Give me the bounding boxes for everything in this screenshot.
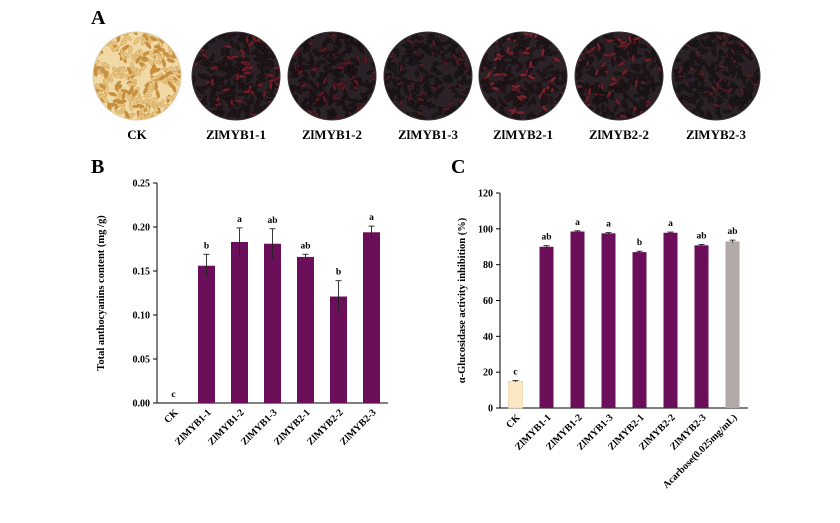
y-tick-label: 0.00 [133,399,151,410]
significance-label: a [606,220,611,230]
bar [694,245,709,408]
y-tick-label: 60 [483,296,493,307]
significance-label: ab [300,241,310,251]
significance-label: b [336,268,341,278]
bar [601,233,616,408]
seed-label: ZlMYB1-2 [302,127,362,142]
seed-label: CK [127,127,147,142]
seed-label: ZlMYB1-1 [206,127,266,142]
y-tick-label: 0.15 [133,267,151,278]
y-tick-label: 40 [483,332,493,343]
significance-label: c [513,368,517,378]
bar [264,243,281,403]
y-tick-label: 0.10 [133,311,151,322]
bar [632,252,647,408]
y-tick-label: 100 [478,224,493,235]
y-tick-label: 120 [478,189,493,200]
anthocyanin-chart: 0.00 0.05 0.10 0.15 0.20 0.25 Total anthocyani… [96,179,388,448]
bar [363,232,380,403]
seed-sample: ZlMYB2-1 [478,31,568,142]
significance-label: a [668,219,673,229]
x-tick-label: ZlMYB2-3 [338,407,378,447]
significance-label: ab [267,216,277,226]
panel-b-letter: B [91,156,104,178]
significance-label: b [637,238,642,248]
seed-label: ZlMYB1-3 [398,127,458,142]
significance-label: ab [696,231,706,241]
y-tick-label: 0.05 [133,355,151,366]
y-tick-label: 80 [483,260,493,271]
significance-label: a [237,215,242,225]
bar [330,296,347,403]
x-tick-label: CK [504,412,523,431]
seed-label: ZlMYB2-1 [493,127,553,142]
seed-sample: ZlMYB1-3 [383,31,473,142]
significance-label: a [369,213,374,223]
seed-sample: ZlMYB1-2 [287,31,377,142]
significance-label: c [171,390,175,400]
y-tick-label: 0.20 [133,223,151,234]
x-tick-label: CK [162,407,181,426]
seed-sample: ZlMYB2-3 [671,31,761,142]
glucosidase-chart: 0 20 40 60 80 100 120 α-Glucosidase activity in… [457,189,748,491]
significance-label: b [204,241,209,251]
bar [663,232,678,408]
bar [539,246,554,408]
panel-c-letter: C [451,156,465,178]
y-axis-title: Total anthocyanins content (mg /g) [96,215,107,371]
seed-label: ZlMYB2-2 [589,127,649,142]
seed-label: ZlMYB2-3 [686,127,746,142]
seed-sample: CK [92,31,182,142]
seed-photos: CK ZlMYB1-1 ZlMYB1-2 ZlMYB1-3 ZlMYB2-1 ZlMYB2… [92,31,761,142]
y-axis-title: α-Glucosidase activity inhibition (%) [457,217,468,383]
significance-label: ab [541,233,551,243]
significance-label: a [575,218,580,228]
y-tick-label: 0 [488,404,493,415]
bar [725,241,740,408]
bar [570,231,585,408]
seed-sample: ZlMYB2-2 [574,31,664,142]
seed-sample: ZlMYB1-1 [191,31,281,142]
bar [508,381,523,409]
significance-label: ab [727,227,737,237]
y-tick-label: 20 [483,368,493,379]
seed-grains [672,32,760,120]
seed-grains [192,32,280,120]
bar [231,241,248,403]
bar [297,256,314,403]
bar [198,265,215,403]
y-tick-label: 0.25 [133,179,151,190]
panel-a-letter: A [91,7,106,29]
